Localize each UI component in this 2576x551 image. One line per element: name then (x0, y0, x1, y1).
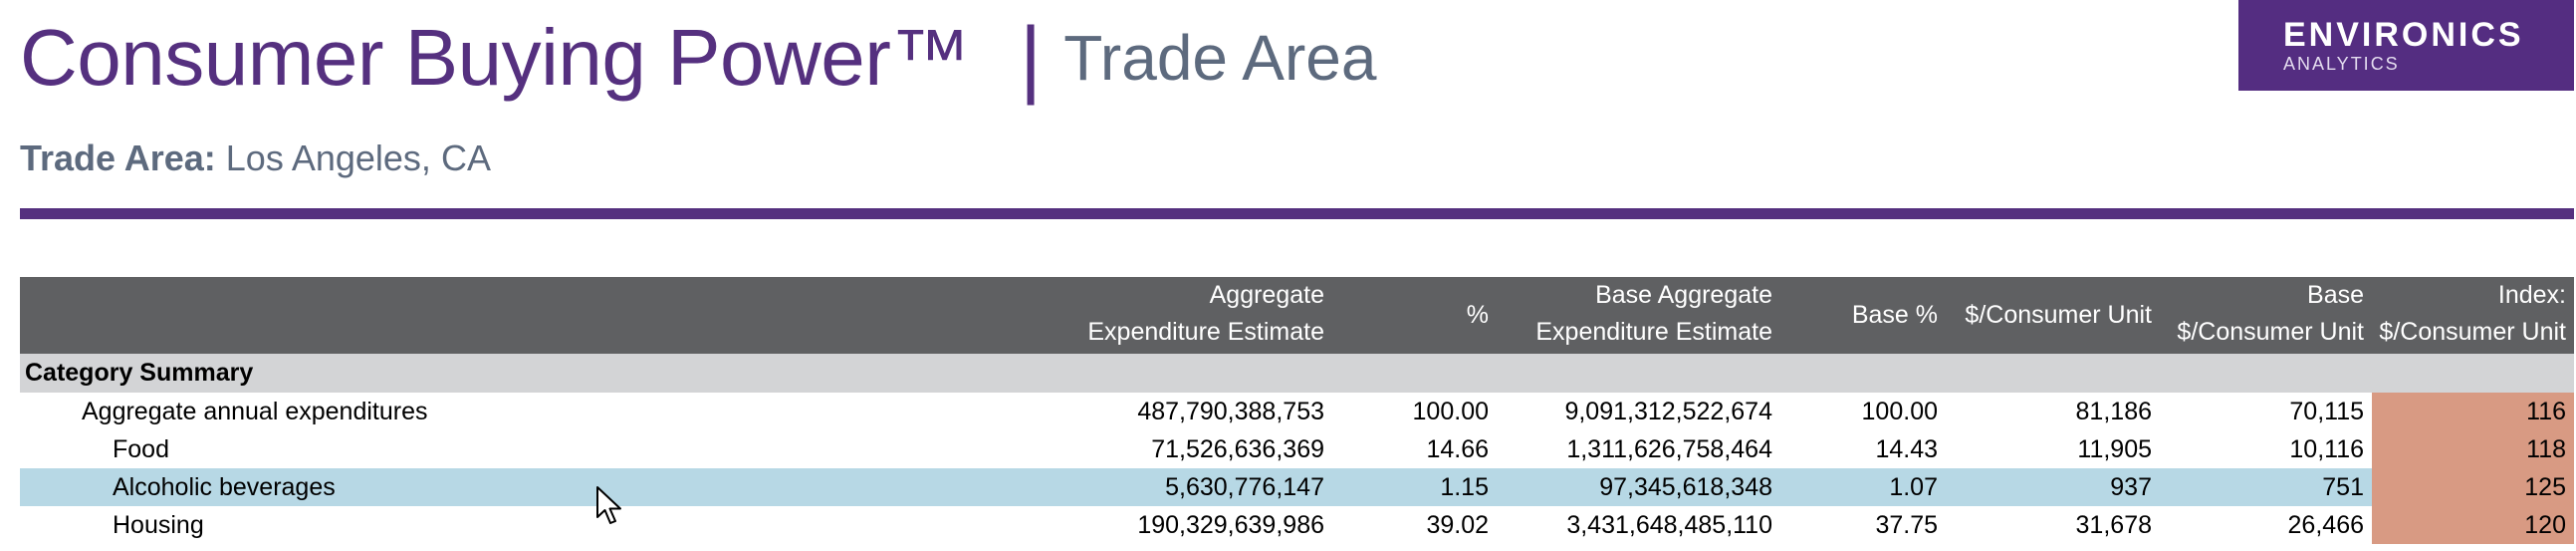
col-header-base-percent: Base % (1851, 301, 1938, 329)
cell-base-aggregate: 97,345,618,348 (1599, 472, 1772, 501)
row-label: Food (113, 434, 169, 463)
trade-area-line: Trade Area: Los Angeles, CA (20, 138, 491, 179)
col-header-percent: % (1466, 301, 1489, 329)
cell-index: 120 (2372, 506, 2574, 544)
cell-base-per-consumer-unit: 70,115 (2289, 397, 2364, 425)
cell-per-consumer-unit: 31,678 (2075, 510, 2152, 539)
row-label: Housing (113, 510, 204, 539)
header-divider (20, 208, 2574, 219)
section-row-category-summary: Category Summary (20, 354, 2574, 393)
cell-per-consumer-unit: 11,905 (2077, 434, 2152, 463)
cell-aggregate: 71,526,636,369 (1151, 434, 1324, 463)
cell-aggregate: 487,790,388,753 (1137, 397, 1324, 425)
cell-per-consumer-unit: 81,186 (2075, 397, 2152, 425)
col-header-aggregate: Aggregate Expenditure Estimate (1087, 281, 1324, 346)
cell-percent: 1.15 (1440, 472, 1489, 501)
cell-index: 116 (2372, 393, 2574, 430)
cell-aggregate: 5,630,776,147 (1165, 472, 1324, 501)
report-header: Consumer Buying Power™ | Trade Area (20, 8, 1376, 108)
environics-logo: ENVIRONICS ANALYTICS (2238, 0, 2574, 91)
row-label: Alcoholic beverages (113, 472, 336, 501)
col-header-base-aggregate: Base Aggregate Expenditure Estimate (1535, 281, 1772, 346)
cell-index: 125 (2372, 468, 2574, 506)
cell-base-per-consumer-unit: 751 (2322, 472, 2364, 501)
mouse-cursor-icon (596, 486, 621, 524)
trade-area-value: Los Angeles, CA (225, 138, 491, 178)
table-header-row: Aggregate Expenditure Estimate % Base Agg… (20, 277, 2574, 354)
cell-index: 118 (2372, 430, 2574, 468)
col-header-per-consumer-unit: $/Consumer Unit (1965, 301, 2152, 329)
cell-aggregate: 190,329,639,986 (1137, 510, 1324, 539)
logo-main-text: ENVIRONICS (2283, 16, 2524, 54)
table-row[interactable]: Housing 190,329,639,986 39.02 3,431,648,… (20, 506, 2574, 544)
row-label: Aggregate annual expenditures (82, 397, 428, 425)
cell-percent: 14.66 (1426, 434, 1489, 463)
expenditure-table: Aggregate Expenditure Estimate % Base Agg… (20, 277, 2574, 544)
cell-base-aggregate: 9,091,312,522,674 (1564, 397, 1772, 425)
cell-percent: 39.02 (1426, 510, 1489, 539)
table-row-selected[interactable]: Alcoholic beverages 5,630,776,147 1.15 9… (20, 468, 2574, 506)
cell-base-per-consumer-unit: 26,466 (2287, 510, 2364, 539)
cell-base-percent: 1.07 (1889, 472, 1938, 501)
logo-sub-text: ANALYTICS (2283, 54, 2400, 74)
section-label: Category Summary (25, 359, 254, 387)
trade-area-label: Trade Area: (20, 138, 216, 178)
col-header-base-per-consumer-unit: Base $/Consumer Unit (2177, 281, 2364, 346)
table-row[interactable]: Food 71,526,636,369 14.66 1,311,626,758,… (20, 430, 2574, 468)
cell-percent: 100.00 (1412, 397, 1489, 425)
report-title: Consumer Buying Power™ (20, 13, 970, 102)
col-header-category (20, 277, 1055, 354)
title-separator: | (1019, 10, 1043, 106)
cell-base-percent: 37.75 (1875, 510, 1938, 539)
cell-base-aggregate: 1,311,626,758,464 (1566, 434, 1772, 463)
cell-base-per-consumer-unit: 10,116 (2289, 434, 2364, 463)
cell-base-percent: 14.43 (1875, 434, 1938, 463)
cell-per-consumer-unit: 937 (2110, 472, 2152, 501)
report-subtitle: Trade Area (1063, 22, 1377, 94)
col-header-index: Index: $/Consumer Unit (2379, 281, 2566, 346)
cell-base-aggregate: 3,431,648,485,110 (1566, 510, 1772, 539)
cell-base-percent: 100.00 (1861, 397, 1938, 425)
table-row[interactable]: Aggregate annual expenditures 487,790,38… (20, 393, 2574, 430)
